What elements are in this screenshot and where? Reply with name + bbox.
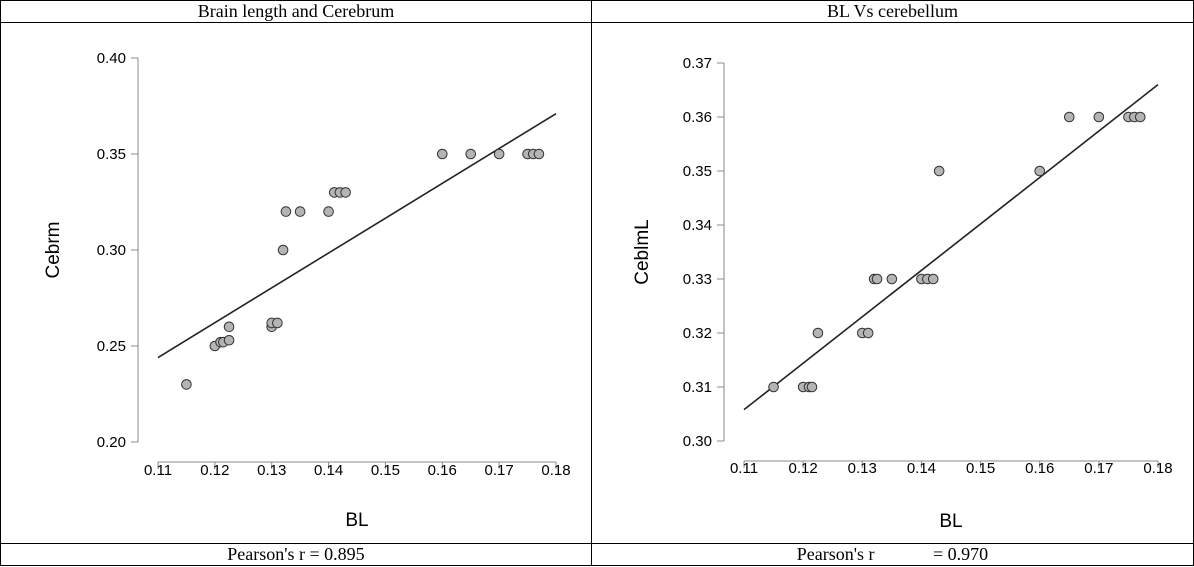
y-tick-label: 0.33 — [683, 271, 712, 288]
left-pearson-footer: Pearson's r = 0.895 — [0, 542, 592, 567]
data-point — [1034, 165, 1046, 177]
data-point — [277, 244, 289, 256]
x-tick-label: 0.18 — [541, 462, 570, 479]
data-point — [223, 334, 235, 346]
data-point — [871, 273, 883, 285]
x-axis-title: BL — [345, 510, 368, 531]
cerebrum-scatter-chart: 0.20 0.25 0.30 0.35 0.40 0.11 0.12 0.13 0.14 0.15… — [43, 50, 571, 531]
x-tick-label: 0.18 — [1143, 460, 1172, 477]
y-axis-title: Cebrm — [43, 221, 64, 278]
x-tick-label: 0.14 — [314, 462, 343, 479]
data-point — [533, 148, 545, 160]
right-pearson-footer: Pearson's r = 0.970 — [591, 542, 1194, 567]
x-tick-label: 0.12 — [789, 460, 818, 477]
x-tick-label: 0.13 — [257, 462, 286, 479]
y-tick-label: 0.37 — [683, 55, 712, 72]
data-point — [768, 381, 779, 393]
y-tick-label: 0.35 — [683, 163, 712, 180]
data-point — [927, 273, 939, 285]
data-point — [1134, 111, 1146, 123]
y-tick-label: 0.32 — [683, 325, 712, 342]
y-tick-label: 0.30 — [97, 242, 126, 259]
x-tick-label: 0.14 — [907, 460, 936, 477]
right-pearson-label: Pearson's r — [796, 543, 875, 564]
data-point — [806, 381, 818, 393]
data-point — [1063, 111, 1075, 123]
data-point — [1093, 111, 1105, 123]
y-axis-title: CeblmL — [632, 219, 653, 284]
cerebellum-scatter-chart: 0.30 0.31 0.32 0.33 0.34 0.35 0.36 0.37 0.11 0.12… — [632, 55, 1173, 532]
x-tick-label: 0.11 — [144, 462, 172, 479]
left-chart-header: Brain length and Cerebrum — [0, 0, 592, 24]
x-axis-title: BL — [939, 511, 962, 532]
y-tick-label: 0.20 — [97, 434, 126, 451]
data-point — [223, 321, 235, 333]
x-tick-label: 0.17 — [485, 462, 514, 479]
data-point — [280, 206, 292, 217]
regression-line — [157, 112, 557, 359]
data-point — [493, 148, 505, 160]
y-tick-label: 0.36 — [683, 109, 712, 126]
x-tick-label: 0.13 — [848, 460, 877, 477]
data-point — [340, 187, 351, 198]
data-point — [933, 165, 945, 177]
data-point — [862, 327, 874, 339]
x-tick-label: 0.16 — [1025, 460, 1054, 477]
x-tick-label: 0.17 — [1084, 460, 1113, 477]
y-tick-label: 0.31 — [683, 379, 712, 396]
data-point — [812, 327, 824, 339]
data-point — [181, 379, 192, 390]
data-point — [465, 148, 477, 160]
y-tick-label: 0.34 — [683, 217, 712, 234]
x-tick-label: 0.12 — [200, 462, 229, 479]
data-point — [294, 206, 306, 217]
left-chart-cell: 0.20 0.25 0.30 0.35 0.40 0.11 0.12 0.13 0.14 0.15… — [0, 22, 592, 544]
right-chart-cell: 0.30 0.31 0.32 0.33 0.34 0.35 0.36 0.37 0.11 0.12… — [591, 22, 1194, 544]
x-tick-label: 0.11 — [730, 460, 758, 477]
right-pearson-value: = 0.970 — [933, 543, 989, 564]
data-point — [436, 148, 448, 160]
right-chart-header: BL Vs cerebellum — [591, 0, 1194, 24]
data-point — [886, 273, 898, 285]
data-point — [272, 317, 283, 329]
y-tick-label: 0.40 — [97, 50, 126, 67]
data-point — [323, 206, 334, 217]
regression-line — [743, 83, 1159, 411]
y-tick-label: 0.30 — [683, 433, 712, 450]
y-tick-label: 0.25 — [97, 338, 126, 355]
x-tick-label: 0.15 — [371, 462, 400, 479]
x-tick-label: 0.16 — [428, 462, 457, 479]
y-tick-label: 0.35 — [97, 146, 126, 163]
x-tick-label: 0.15 — [966, 460, 995, 477]
